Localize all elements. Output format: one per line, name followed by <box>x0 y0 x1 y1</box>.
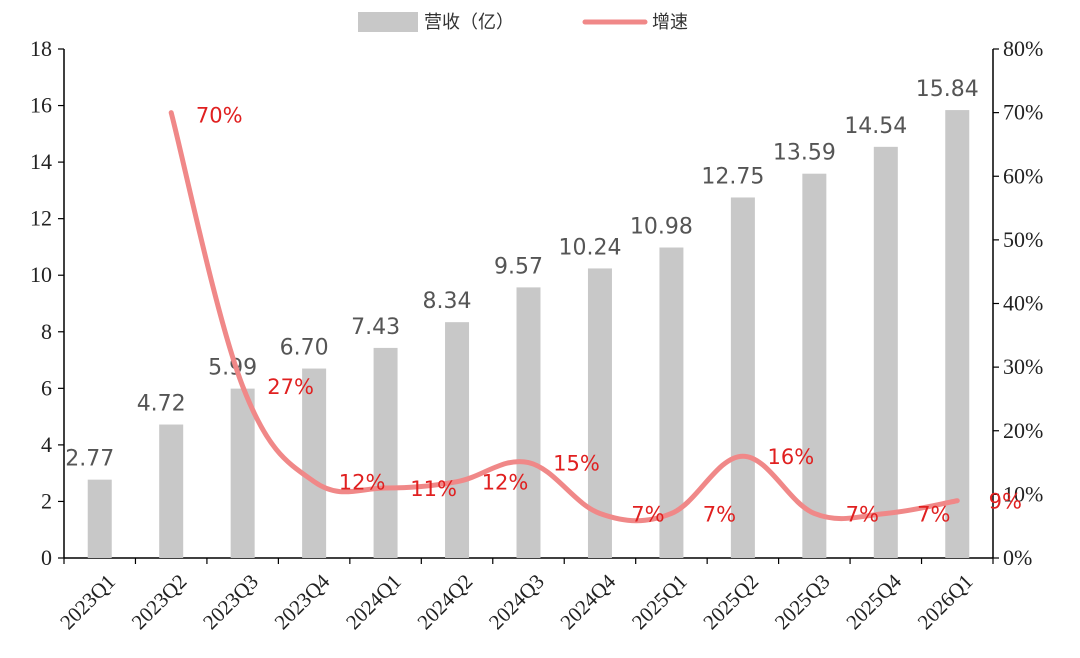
revenue-bar-labels: 2.774.725.996.707.438.349.5710.2410.9812… <box>65 77 979 472</box>
revenue-bar-label: 6.70 <box>280 336 329 361</box>
revenue-bar-label: 15.84 <box>916 77 979 102</box>
left-tick-label: 8 <box>41 319 52 344</box>
revenue-bar <box>802 173 827 558</box>
right-tick-label: 0% <box>1003 545 1032 570</box>
x-tick-label: 2024Q4 <box>555 569 620 634</box>
revenue-bar-label: 2.77 <box>65 447 114 472</box>
legend: 营收（亿） 增速 <box>358 12 688 33</box>
revenue-bar <box>230 388 255 558</box>
legend-swatch-revenue <box>358 12 418 32</box>
revenue-bar <box>445 322 470 558</box>
growth-label: 12% <box>482 471 529 495</box>
right-tick-label: 50% <box>1003 227 1043 252</box>
revenue-bar-label: 8.34 <box>423 289 472 314</box>
left-tick-label: 14 <box>30 149 52 174</box>
legend-label-revenue: 营收（亿） <box>424 12 514 33</box>
x-tick-label: 2023Q2 <box>127 569 192 634</box>
right-tick-label: 80% <box>1003 36 1043 61</box>
revenue-bar <box>87 479 112 558</box>
growth-label: 15% <box>553 452 600 476</box>
right-tick-label: 10% <box>1003 481 1043 506</box>
right-tick-label: 60% <box>1003 163 1043 188</box>
growth-label: 7% <box>917 502 950 526</box>
right-tick-label: 20% <box>1003 418 1043 443</box>
revenue-bar <box>373 347 398 558</box>
growth-label: 11% <box>410 477 457 501</box>
left-axis-ticks: 0 2 4 6 8 10 12 14 16 18 <box>30 36 64 570</box>
revenue-bar-label: 13.59 <box>773 141 836 166</box>
revenue-bar <box>302 368 327 558</box>
x-tick-label: 2024Q2 <box>413 569 478 634</box>
x-axis-ticks: 2023Q1 2023Q2 2023Q3 2023Q4 2024Q1 2024Q2 2024… <box>55 558 994 634</box>
left-tick-label: 2 <box>41 488 52 513</box>
x-tick-label: 2025Q2 <box>698 569 763 634</box>
revenue-bar-label: 9.57 <box>494 254 543 279</box>
left-tick-label: 16 <box>30 93 52 118</box>
revenue-bar-label: 10.98 <box>630 215 693 240</box>
left-tick-label: 12 <box>30 206 52 231</box>
right-tick-label: 70% <box>1003 100 1043 125</box>
revenue-bar <box>730 197 755 559</box>
growth-label: 70% <box>196 104 243 128</box>
revenue-bar-label: 12.75 <box>701 164 764 189</box>
growth-label: 7% <box>631 502 664 526</box>
x-tick-label: 2024Q3 <box>484 569 549 634</box>
revenue-bar <box>516 287 541 558</box>
revenue-bar <box>873 146 898 558</box>
growth-label: 12% <box>339 471 386 495</box>
growth-labels: 70% 27% 12% 11% 12% 15% 7% 7% 16% 7% 7% 9% <box>196 104 1022 527</box>
right-tick-label: 40% <box>1003 291 1043 316</box>
revenue-bar <box>159 424 184 558</box>
revenue-bar <box>945 110 970 558</box>
x-tick-label: 2025Q1 <box>627 569 692 634</box>
growth-label: 9% <box>989 490 1022 514</box>
growth-label: 16% <box>768 445 815 469</box>
x-tick-label: 2026Q1 <box>913 569 978 634</box>
growth-label: 7% <box>703 502 736 526</box>
revenue-bar-label: 4.72 <box>137 392 186 417</box>
x-tick-label: 2025Q4 <box>841 569 906 634</box>
right-axis-ticks: 0% 10% 20% 30% 40% 50% 60% 70% 80% <box>993 36 1043 570</box>
x-tick-label: 2024Q1 <box>341 569 406 634</box>
revenue-bar-label: 7.43 <box>351 315 400 340</box>
growth-line <box>168 110 960 524</box>
x-tick-label: 2023Q4 <box>270 569 335 634</box>
left-tick-label: 4 <box>41 432 52 457</box>
left-tick-label: 10 <box>30 262 52 287</box>
x-tick-label: 2023Q1 <box>55 569 120 634</box>
x-tick-label: 2025Q3 <box>770 569 835 634</box>
revenue-bars <box>87 110 970 559</box>
revenue-bar-label: 14.54 <box>844 114 907 139</box>
left-tick-label: 0 <box>41 545 52 570</box>
right-tick-label: 30% <box>1003 354 1043 379</box>
left-tick-label: 6 <box>41 375 52 400</box>
growth-label: 27% <box>267 375 314 399</box>
x-tick-label: 2023Q3 <box>198 569 263 634</box>
revenue-bar-label: 10.24 <box>558 235 621 260</box>
legend-label-growth: 增速 <box>652 12 688 33</box>
growth-label: 7% <box>846 502 879 526</box>
left-tick-label: 18 <box>30 36 52 61</box>
